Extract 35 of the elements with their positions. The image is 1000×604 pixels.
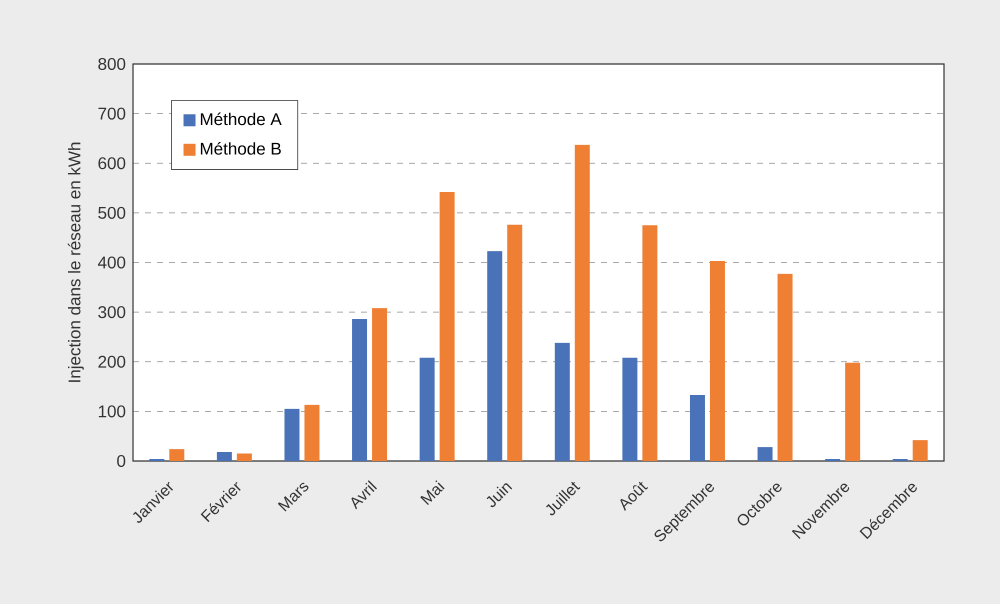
y-tick-label: 400 [98,256,126,268]
y-tick-label: 700 [98,108,126,120]
y-tick-label: 800 [98,58,126,70]
bar [690,394,705,461]
bar [487,251,502,461]
x-tick-label: Juin [486,483,512,508]
y-axis-title: Injection dans le réseau en kWh [68,142,84,382]
bar [236,454,252,461]
bar [169,449,184,461]
bar [420,358,435,461]
y-tick-label: 200 [98,356,126,368]
legend-label: Méthode B [200,142,281,155]
bar [507,224,522,461]
bar [758,447,773,461]
y-tick-label: 0 [117,454,126,467]
bar [352,319,368,461]
y-tick-label: 500 [98,206,126,219]
x-tick-label: Mai [420,480,445,505]
bar [710,261,725,461]
legend-label: Méthode A [200,112,282,126]
y-tick-label: 300 [98,306,126,318]
bar [284,408,300,461]
bar [372,308,388,461]
bar [440,192,455,461]
bar [554,342,570,461]
bar [642,225,658,461]
bar [574,144,590,461]
bar [912,440,928,461]
bar [845,362,860,461]
bar [622,358,638,461]
bar [778,274,793,461]
y-tick-label: 600 [98,157,126,170]
bar [216,452,232,461]
bar [304,404,320,461]
y-tick-label: 100 [98,405,126,418]
